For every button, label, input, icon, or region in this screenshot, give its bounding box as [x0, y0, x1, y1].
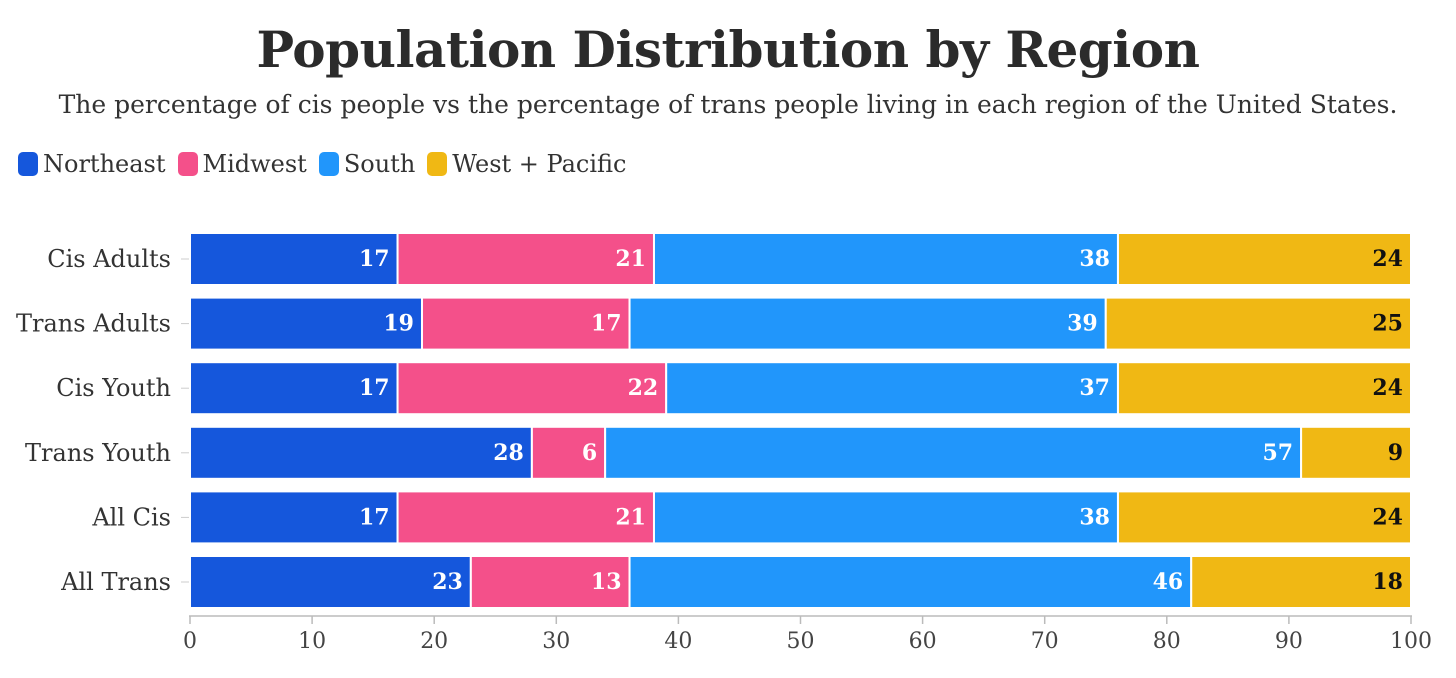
bar-trans-youth-west-pacific [1300, 425, 1412, 480]
bar-cis-youth-west-pacific [1116, 361, 1412, 416]
data-label-cis-adults-midwest: 21 [615, 246, 646, 272]
legend-swatch-midwest [177, 152, 198, 176]
data-label-all-trans-northeast: 23 [432, 569, 463, 595]
bar-all-trans-south [628, 555, 1193, 609]
data-label-all-cis-south: 38 [1079, 504, 1110, 530]
category-label-cis-youth: Cis Youth [56, 374, 171, 402]
x-tick-label-70: 70 [1031, 629, 1059, 654]
bar-trans-youth-midwest [530, 425, 607, 480]
data-label-all-cis-northeast: 17 [359, 504, 390, 530]
legend-item-northeast: Northeast [18, 150, 166, 178]
category-label-cis-adults: Cis Adults [47, 245, 171, 273]
bar-cis-youth-northeast [189, 361, 399, 416]
legend-item-south: South [318, 150, 416, 178]
x-tick-label-40: 40 [664, 629, 692, 654]
chart-subtitle: The percentage of cis people vs the perc… [58, 90, 1398, 119]
bar-trans-youth-northeast [189, 425, 533, 480]
bar-cis-adults-west-pacific [1116, 232, 1412, 286]
data-label-trans-youth-west-pacific: 9 [1388, 440, 1403, 466]
data-label-cis-youth-south: 37 [1079, 375, 1110, 401]
data-label-cis-youth-midwest: 22 [628, 375, 659, 401]
x-tick-label-0: 0 [183, 629, 197, 654]
data-label-trans-adults-northeast: 19 [383, 311, 414, 337]
data-label-cis-adults-northeast: 17 [359, 246, 390, 272]
legend: Northeast Midwest South West + Pacific [18, 150, 638, 178]
legend-item-west-pacific: West + Pacific [427, 150, 626, 178]
bar-all-trans-northeast [189, 555, 472, 609]
legend-swatch-south [318, 152, 339, 176]
data-label-all-trans-south: 46 [1153, 569, 1184, 595]
data-label-all-cis-midwest: 21 [615, 504, 646, 530]
data-label-trans-youth-midwest: 6 [582, 440, 597, 466]
x-tick-label-10: 10 [298, 629, 326, 654]
legend-swatch-northeast [18, 152, 38, 176]
category-label-trans-adults: Trans Adults [16, 310, 171, 338]
bar-trans-adults-west-pacific [1104, 296, 1412, 351]
data-label-trans-adults-midwest: 17 [591, 311, 622, 337]
bar-all-trans-west-pacific [1190, 555, 1412, 609]
bar-trans-youth-south [604, 425, 1303, 480]
data-label-cis-adults-west-pacific: 24 [1372, 246, 1403, 272]
category-label-all-trans: All Trans [60, 568, 171, 596]
bar-trans-adults-south [628, 296, 1107, 351]
data-label-trans-youth-northeast: 28 [493, 440, 524, 466]
legend-label-south: South [343, 150, 416, 178]
legend-swatch-west-pacific [427, 152, 448, 176]
bar-all-cis-south [652, 490, 1119, 545]
data-label-all-cis-west-pacific: 24 [1372, 504, 1403, 530]
x-tick-label-60: 60 [909, 629, 937, 654]
category-label-all-cis: All Cis [91, 503, 171, 531]
bar-all-trans-midwest [469, 555, 631, 609]
data-label-trans-adults-west-pacific: 25 [1372, 311, 1403, 337]
legend-label-midwest: Midwest [202, 150, 307, 178]
chart-title: Population Distribution by Region [256, 20, 1200, 79]
bar-all-cis-northeast [189, 490, 399, 545]
data-label-trans-adults-south: 39 [1067, 311, 1098, 337]
data-label-cis-adults-south: 38 [1079, 246, 1110, 272]
bar-cis-youth-south [665, 361, 1119, 416]
data-label-all-trans-west-pacific: 18 [1372, 569, 1403, 595]
x-tick-label-30: 30 [542, 629, 570, 654]
data-label-all-trans-midwest: 13 [591, 569, 622, 595]
x-tick-label-80: 80 [1153, 629, 1181, 654]
bar-all-cis-west-pacific [1116, 490, 1412, 545]
x-tick-label-90: 90 [1275, 629, 1303, 654]
bar-cis-youth-midwest [396, 361, 668, 416]
bar-cis-adults-northeast [189, 232, 399, 286]
legend-label-west-pacific: West + Pacific [452, 150, 627, 178]
legend-item-midwest: Midwest [177, 150, 307, 178]
data-label-cis-youth-northeast: 17 [359, 375, 390, 401]
x-tick-label-100: 100 [1390, 629, 1432, 654]
data-label-trans-youth-south: 57 [1262, 440, 1293, 466]
x-tick-label-20: 20 [420, 629, 448, 654]
bar-all-cis-midwest [396, 490, 655, 545]
bar-trans-adults-midwest [420, 296, 631, 351]
legend-label-northeast: Northeast [43, 150, 166, 178]
x-tick-label-50: 50 [787, 629, 815, 654]
data-label-cis-youth-west-pacific: 24 [1372, 375, 1403, 401]
bar-cis-adults-south [652, 232, 1119, 286]
category-label-trans-youth: Trans Youth [25, 439, 171, 467]
